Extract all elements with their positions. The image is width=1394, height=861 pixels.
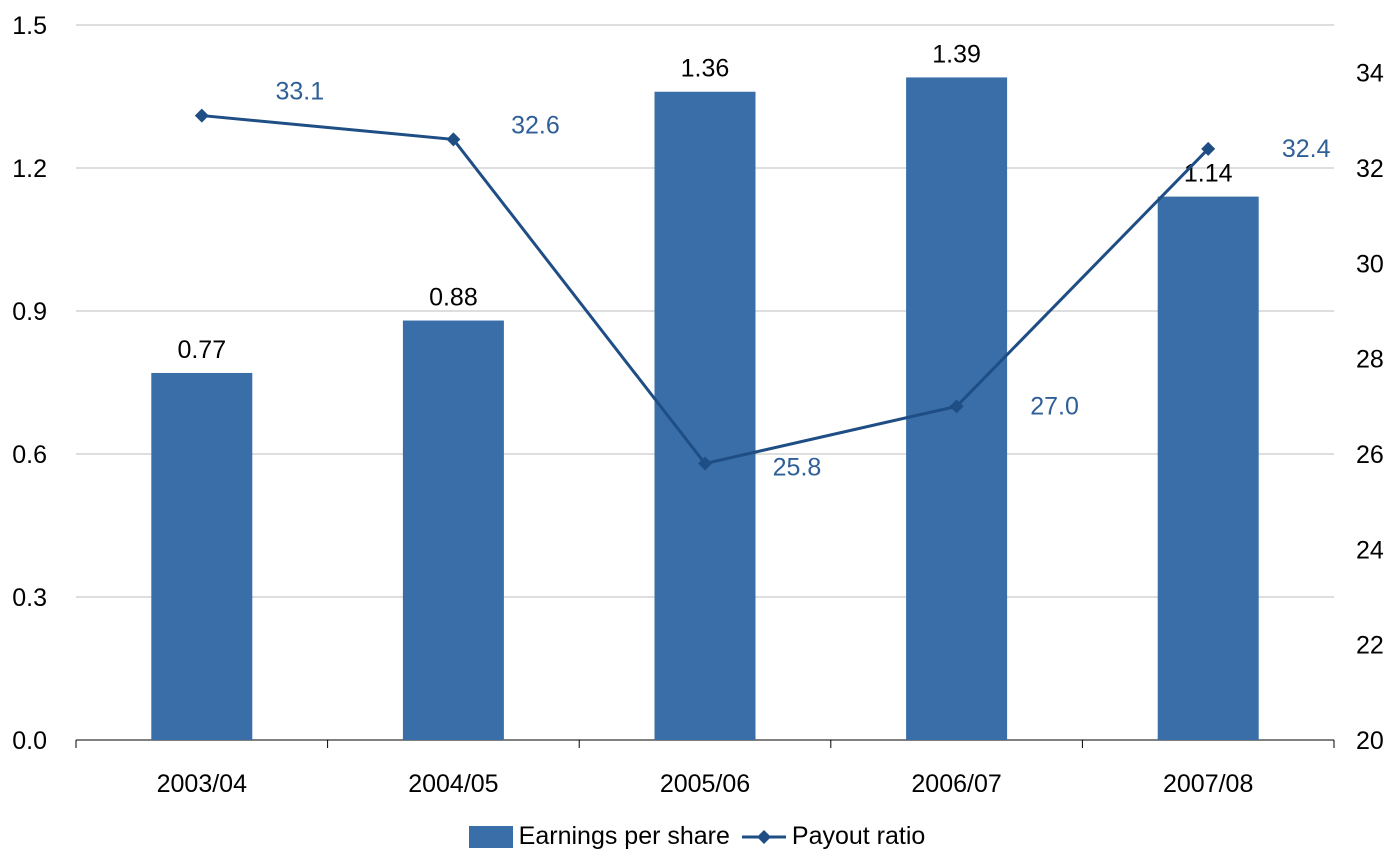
line-payout-marker (1201, 141, 1216, 156)
legend-label-eps: Earnings per share (518, 822, 730, 850)
x-tick-label: 2007/08 (1163, 770, 1253, 798)
y-right-tick-label: 22 (1356, 632, 1384, 660)
y-right-tick-label: 34 (1356, 60, 1384, 88)
line-data-label: 32.4 (1282, 135, 1331, 163)
y-right-tick-label: 20 (1356, 727, 1384, 755)
y-right-tick-label: 24 (1356, 536, 1384, 564)
line-payout-marker (698, 456, 712, 471)
legend-line-swatch (741, 829, 786, 844)
line-data-label: 25.8 (773, 454, 822, 482)
bar-eps (1157, 196, 1259, 741)
y-right-tick-label: 30 (1356, 250, 1384, 278)
bar-eps (151, 372, 253, 740)
x-tick-label: 2005/06 (660, 770, 750, 798)
y-left-tick-label: 0.6 (12, 441, 47, 469)
bar-data-label: 0.77 (177, 336, 226, 364)
line-payout-marker (194, 108, 209, 123)
legend-item-payout: Payout ratio (741, 822, 926, 851)
line-payout-marker (949, 399, 964, 414)
y-left-tick-label: 1.5 (12, 12, 47, 40)
bar-data-label: 0.88 (429, 284, 478, 312)
bar-eps (402, 320, 504, 740)
bar-data-label: 1.14 (1184, 160, 1233, 188)
legend-label-payout: Payout ratio (791, 822, 926, 850)
line-payout-marker (446, 132, 461, 147)
bar-eps (654, 91, 756, 740)
x-tick-label: 2003/04 (157, 770, 247, 798)
y-right-tick-label: 28 (1356, 346, 1384, 374)
x-tick-label: 2006/07 (911, 770, 1001, 798)
legend-item-eps: Earnings per share (468, 822, 730, 851)
y-right-tick-label: 26 (1356, 441, 1384, 469)
y-right-tick-label: 32 (1356, 155, 1384, 183)
x-tick-label: 2004/05 (408, 770, 498, 798)
legend-bar-swatch (468, 825, 513, 848)
y-left-tick-label: 0.0 (12, 727, 47, 755)
y-left-tick-label: 0.9 (12, 298, 47, 326)
line-data-label: 33.1 (275, 78, 324, 106)
bar-data-label: 1.36 (681, 55, 730, 83)
chart-svg: 0.0 0.3 0.6 0.9 1.2 1.5 20 22 24 26 28 30 32 34 2003/0… (12, 12, 1384, 798)
y-left-tick-label: 0.3 (12, 584, 47, 612)
line-data-label: 27.0 (1030, 392, 1079, 420)
bar-data-label: 1.39 (932, 40, 981, 68)
legend: Earnings per share Payout ratio (0, 822, 1394, 851)
y-left-tick-label: 1.2 (12, 155, 47, 183)
line-data-label: 32.6 (511, 111, 560, 139)
